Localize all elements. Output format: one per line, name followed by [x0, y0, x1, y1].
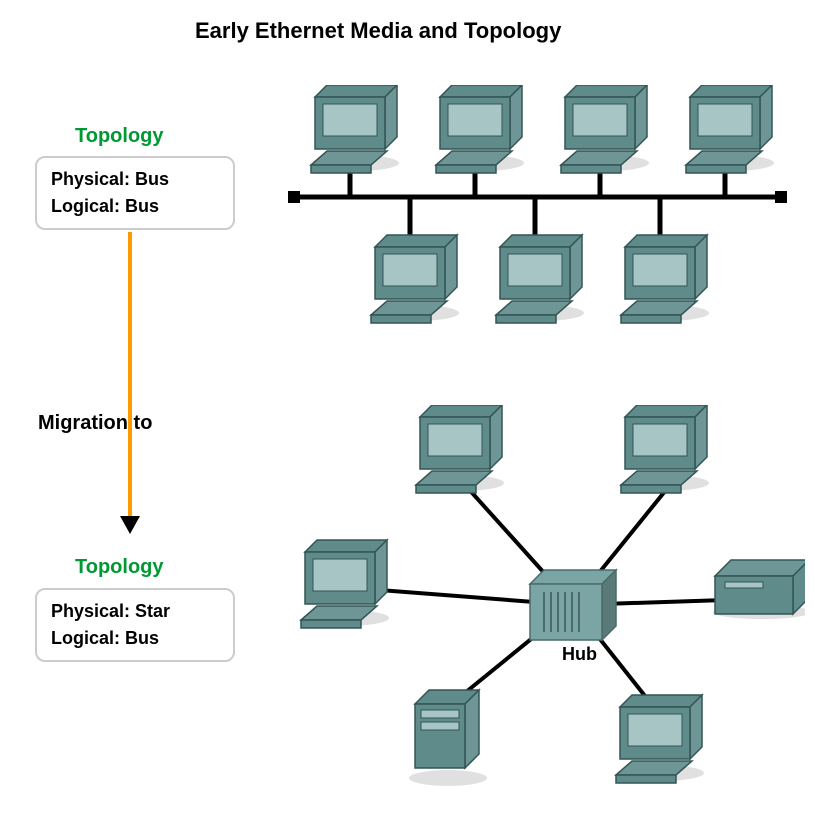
star-topology-diagram	[275, 405, 805, 805]
page-title: Early Ethernet Media and Topology	[195, 18, 561, 44]
topology1-logical: Logical: Bus	[51, 193, 219, 220]
topology-heading-1: Topology	[75, 125, 164, 148]
topology1-physical: Physical: Bus	[51, 166, 219, 193]
topology2-logical: Logical: Bus	[51, 625, 219, 652]
topology2-physical: Physical: Star	[51, 598, 219, 625]
hub-label: Hub	[562, 644, 597, 665]
topology-box-1: Physical: Bus Logical: Bus	[35, 156, 235, 230]
migration-arrow-icon	[110, 232, 150, 550]
topology-heading-2: Topology	[75, 556, 164, 579]
bus-topology-diagram	[285, 85, 795, 345]
topology-box-2: Physical: Star Logical: Bus	[35, 588, 235, 662]
